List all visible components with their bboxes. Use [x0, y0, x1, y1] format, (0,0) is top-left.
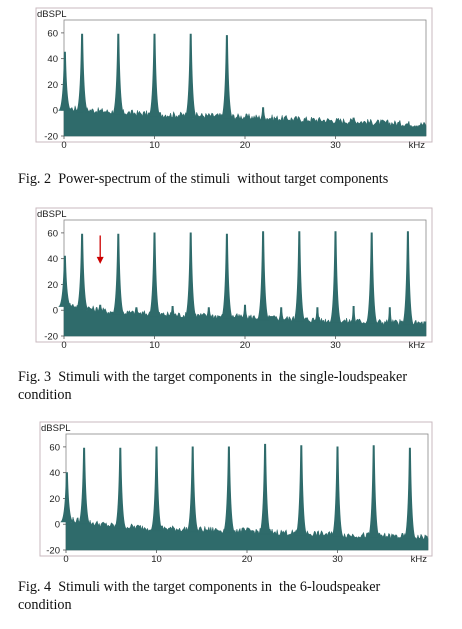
spectral-peak [58, 255, 72, 307]
spectral-peak [292, 231, 306, 322]
spectral-peak [184, 232, 198, 319]
y-tick-label: 20 [47, 280, 58, 291]
y-axis-label: dBSPL [37, 209, 67, 220]
spectral-peak [365, 232, 379, 325]
y-tick-label: -20 [44, 332, 58, 343]
x-tick-label: 30 [330, 340, 341, 350]
x-axis-label: kHz [411, 554, 428, 564]
spectral-peak [147, 33, 162, 118]
y-tick-label: 40 [47, 54, 58, 65]
spectral-peak [149, 446, 164, 532]
spectral-peak [220, 233, 234, 320]
spectral-peak [277, 307, 285, 322]
figure-4: -20 0 20 40 60 0 10 20 30 dBSPL kHz [0, 414, 462, 564]
spectral-peak [256, 231, 270, 321]
spectral-peak [77, 447, 91, 525]
y-tick-label: 40 [49, 468, 60, 479]
y-tick-label: -20 [46, 546, 60, 557]
y-tick-label: 60 [47, 28, 58, 39]
spectral-peak [294, 445, 308, 536]
y-tick-label: 60 [47, 228, 58, 239]
spectral-peak [314, 307, 321, 323]
figure-3: -20 0 20 40 60 0 10 20 30 dBSPL kHz [0, 200, 462, 350]
spectral-peak [403, 447, 417, 540]
y-tick-label: 0 [53, 306, 58, 317]
x-tick-label: 10 [151, 554, 162, 564]
x-tick-label: 0 [61, 340, 66, 350]
spectral-peak [259, 107, 267, 121]
x-tick-label: 10 [149, 140, 160, 150]
x-axis-label: kHz [409, 140, 426, 150]
spectral-peak [75, 33, 89, 113]
spectral-peak [184, 33, 198, 119]
noise-floor-area [63, 104, 427, 137]
x-tick-label: 0 [61, 140, 66, 150]
spectral-peak [330, 446, 345, 538]
spectral-peak [222, 446, 236, 534]
x-tick-label: 20 [242, 554, 253, 564]
chart-frame [35, 7, 433, 143]
spectral-peak [220, 35, 234, 120]
y-tick-label: 60 [49, 442, 60, 453]
spectral-peak [258, 443, 272, 535]
y-tick-label: 0 [53, 106, 58, 117]
red-arrow-head [96, 256, 104, 264]
figure-4-caption: Fig. 4 Stimuli with the target component… [18, 579, 381, 613]
spectral-peak [169, 306, 176, 318]
y-tick-label: 0 [55, 520, 60, 531]
spectral-peak [367, 445, 381, 539]
y-axis-label: dBSPL [37, 9, 67, 20]
spectral-peak [75, 233, 89, 310]
spectral-peak [350, 117, 357, 125]
x-tick-label: 20 [240, 140, 251, 150]
figure-2-caption: Fig. 2 Power-spectrum of the stimuli wit… [18, 171, 389, 187]
spectral-peak [133, 307, 140, 316]
spectral-peak [350, 306, 357, 324]
figure-2: -20 0 20 40 60 0 10 20 30 dBSPL kHz [0, 0, 462, 150]
spectral-peak [386, 307, 394, 326]
y-tick-label: -20 [44, 132, 58, 143]
figure-3-caption: Fig. 3 Stimuli with the target component… [18, 369, 408, 403]
spectral-peak [111, 33, 125, 115]
y-axis-label: dBSPL [41, 423, 71, 434]
spectral-peak [401, 231, 415, 326]
spectral-peak [113, 447, 127, 529]
spectral-peak [147, 232, 162, 318]
x-tick-label: 10 [149, 340, 160, 350]
spectral-peak [205, 307, 213, 319]
y-tick-label: 20 [47, 80, 58, 91]
spectral-peak [111, 233, 125, 315]
spectral-peak [60, 472, 74, 523]
x-axis-label: kHz [409, 340, 426, 350]
spectral-peak [241, 304, 249, 320]
chart-frame [35, 207, 433, 343]
spectral-peak [58, 51, 72, 111]
spectral-peak [96, 304, 104, 313]
spectral-peak [328, 231, 343, 324]
chart-frame [39, 421, 433, 557]
spectral-peak [186, 446, 200, 533]
x-tick-label: 30 [330, 140, 341, 150]
y-tick-label: 20 [49, 494, 60, 505]
y-tick-label: 40 [47, 254, 58, 265]
x-tick-label: 30 [332, 554, 343, 564]
x-tick-label: 0 [63, 554, 68, 564]
x-tick-label: 20 [240, 340, 251, 350]
